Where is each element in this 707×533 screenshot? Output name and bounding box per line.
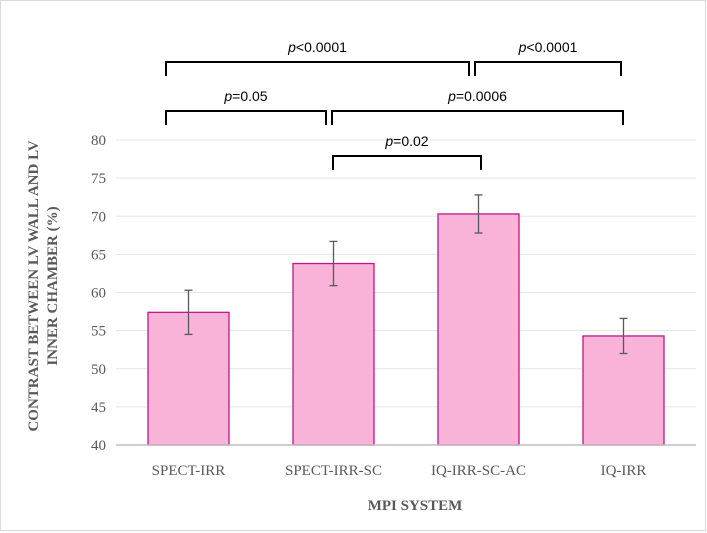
y-tick-label-55: 55 — [91, 324, 106, 340]
bracket-1 — [474, 61, 622, 76]
axes: 40 45 50 55 60 65 70 75 80 SPECT-IRR SPECT-IRR-SC I… — [91, 133, 696, 479]
p-symbol: p — [518, 39, 527, 55]
y-tick-label-65: 65 — [91, 247, 106, 263]
y-axis-title: CONTRAST BETWEEN LV WALL AND LV INNER CH… — [26, 140, 61, 431]
y-tick-label-80: 80 — [91, 133, 106, 149]
x-tick-label-spect-irr: SPECT-IRR — [152, 463, 226, 479]
p-value: <0.0001 — [526, 39, 577, 55]
p-symbol: p — [287, 39, 296, 55]
y-tick-label-70: 70 — [91, 209, 106, 225]
y-axis-title-line-1: CONTRAST BETWEEN LV WALL AND LV — [26, 140, 42, 431]
bar-iq-irr-sc-ac — [437, 213, 520, 446]
y-tick-label-50: 50 — [91, 362, 106, 378]
p-symbol: p — [447, 88, 456, 104]
p-value: =0.05 — [232, 88, 268, 104]
x-tick-label-iq-irr-sc-ac: IQ-IRR-SC-AC — [431, 463, 526, 479]
y-axis-title-line-2: INNER CHAMBER (%) — [45, 206, 61, 365]
p-symbol: p — [384, 133, 393, 149]
bracket-0 — [165, 61, 470, 76]
error-bars — [184, 194, 628, 355]
bracket-4 — [332, 155, 482, 170]
x-tick-label-iq-irr: IQ-IRR — [601, 463, 647, 479]
p-symbol: p — [223, 88, 232, 104]
y-tick-label-45: 45 — [91, 400, 106, 416]
x-tick-label-spect-irr-sc: SPECT-IRR-SC — [285, 463, 382, 479]
bracket-3 — [331, 110, 624, 125]
bar-spect-irr-sc — [292, 262, 375, 446]
p-value: =0.0006 — [456, 88, 507, 104]
p-value: =0.02 — [393, 133, 429, 149]
p-value-label-0: p<0.0001 — [287, 39, 347, 55]
p-value-label-3: p=0.0006 — [447, 88, 507, 104]
y-tick-label-60: 60 — [91, 286, 106, 302]
p-value-label-1: p<0.0001 — [518, 39, 578, 55]
p-value-label-4: p=0.02 — [384, 133, 428, 149]
p-value: <0.0001 — [296, 39, 347, 55]
bracket-2 — [165, 110, 327, 125]
y-tick-label-75: 75 — [91, 171, 106, 187]
bars — [147, 213, 665, 446]
y-tick-label-40: 40 — [91, 438, 106, 454]
x-axis-title: MPI SYSTEM — [368, 498, 463, 514]
p-value-label-2: p=0.05 — [223, 88, 267, 104]
